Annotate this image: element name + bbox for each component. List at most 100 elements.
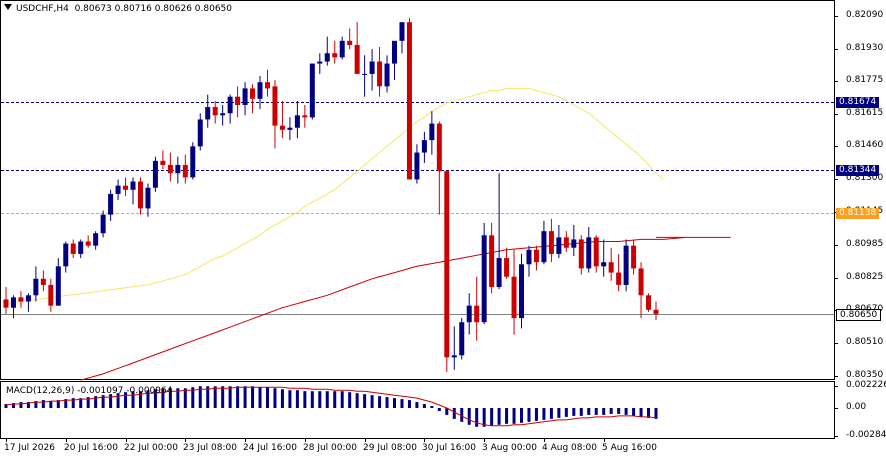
candle [526,245,532,277]
macd-tick-label: 0.002226 [846,380,886,390]
candle-body [578,239,584,269]
macd-bar [56,400,60,408]
macd-bar [251,386,255,408]
macd-bar [340,391,344,408]
price-tick-label: 0.81775 [846,75,884,85]
candle [601,239,607,277]
candle-body [40,278,46,285]
macd-bar [378,396,382,408]
candle-body [601,262,607,267]
macd-bar [400,399,404,408]
macd-bar [303,391,307,408]
candle [93,231,99,250]
time-tick-label: 17 Jul 2026 [4,443,55,453]
candle-body [182,164,188,178]
candle [18,291,24,308]
macd-pane-border [0,381,835,439]
candle [309,63,315,120]
candle [152,156,158,192]
candle-body [646,295,652,310]
time-tick-label: 4 Aug 08:00 [542,443,597,453]
macd-bar [168,388,172,408]
macd-bar [407,400,411,408]
macd-bar [624,408,628,415]
candle [167,152,173,182]
candle [638,262,644,319]
candle [40,270,46,292]
candle-body [3,299,9,308]
candle [63,241,69,273]
candle-body [48,284,54,306]
candle-body [466,305,472,323]
candle-body [653,309,659,314]
candle [205,94,211,128]
candle-body [489,235,495,288]
candle-body [197,119,203,147]
price-tick-label: 0.81460 [846,140,884,150]
candle [182,154,188,184]
candle [272,80,278,149]
macd-bar [639,408,643,417]
candle-body [205,107,211,120]
candle-body [563,237,569,248]
candle-body [496,258,502,288]
price-level-tag: 0.81674 [836,97,880,108]
candle [593,235,599,273]
macd-bar [213,386,217,408]
candle-body [145,187,151,209]
candle-body [481,235,487,323]
candle [436,121,442,215]
price-tick-label: 0.80825 [846,272,884,282]
macd-bar [236,386,240,408]
candle-body [10,297,16,308]
candle-body [302,115,308,118]
candle-body [421,140,427,153]
time-tick-label: 29 Jul 08:00 [363,443,417,453]
candle-body [33,278,39,296]
macd-bar [497,408,501,425]
macd-bar [138,391,142,408]
candle-body [160,160,166,165]
candle [3,287,9,314]
collapse-triangle-icon[interactable] [4,4,12,10]
candle [511,249,517,335]
candle [384,55,390,93]
candle-body [175,164,181,174]
macd-bar [430,406,434,408]
candle-body [406,22,412,180]
macd-bar [654,408,658,419]
candle-body [451,355,457,358]
candle [653,301,659,321]
macd-bar [437,408,441,411]
candle [48,278,54,312]
candle [85,235,91,248]
macd-bar [422,404,426,408]
candle-body [63,243,69,267]
candle [548,218,554,263]
symbol-header: USDCHF,H4 0.80673 0.80716 0.80626 0.8065… [4,4,232,14]
candle-body [429,123,435,141]
candle-body [586,237,592,269]
macd-bar [71,398,75,408]
macd-bar [475,408,479,427]
candle [519,253,525,329]
candle [264,69,270,97]
candle [646,293,652,312]
macd-bar [318,391,322,408]
candle-body [347,40,353,45]
candle-body [272,86,278,126]
candle [541,220,547,265]
time-tick-label: 28 Jul 00:00 [303,443,357,453]
macd-bar [258,387,262,408]
candle-body [227,96,233,114]
price-tick-label: 0.80510 [846,337,884,347]
candle-body [70,243,76,254]
candle-body [123,185,129,190]
time-tick-label: 23 Jul 08:00 [183,443,237,453]
macd-bar [527,408,531,422]
candle-body [377,61,383,87]
macd-bar [176,388,180,408]
macd-bar [549,408,553,419]
macd-bar [131,391,135,408]
